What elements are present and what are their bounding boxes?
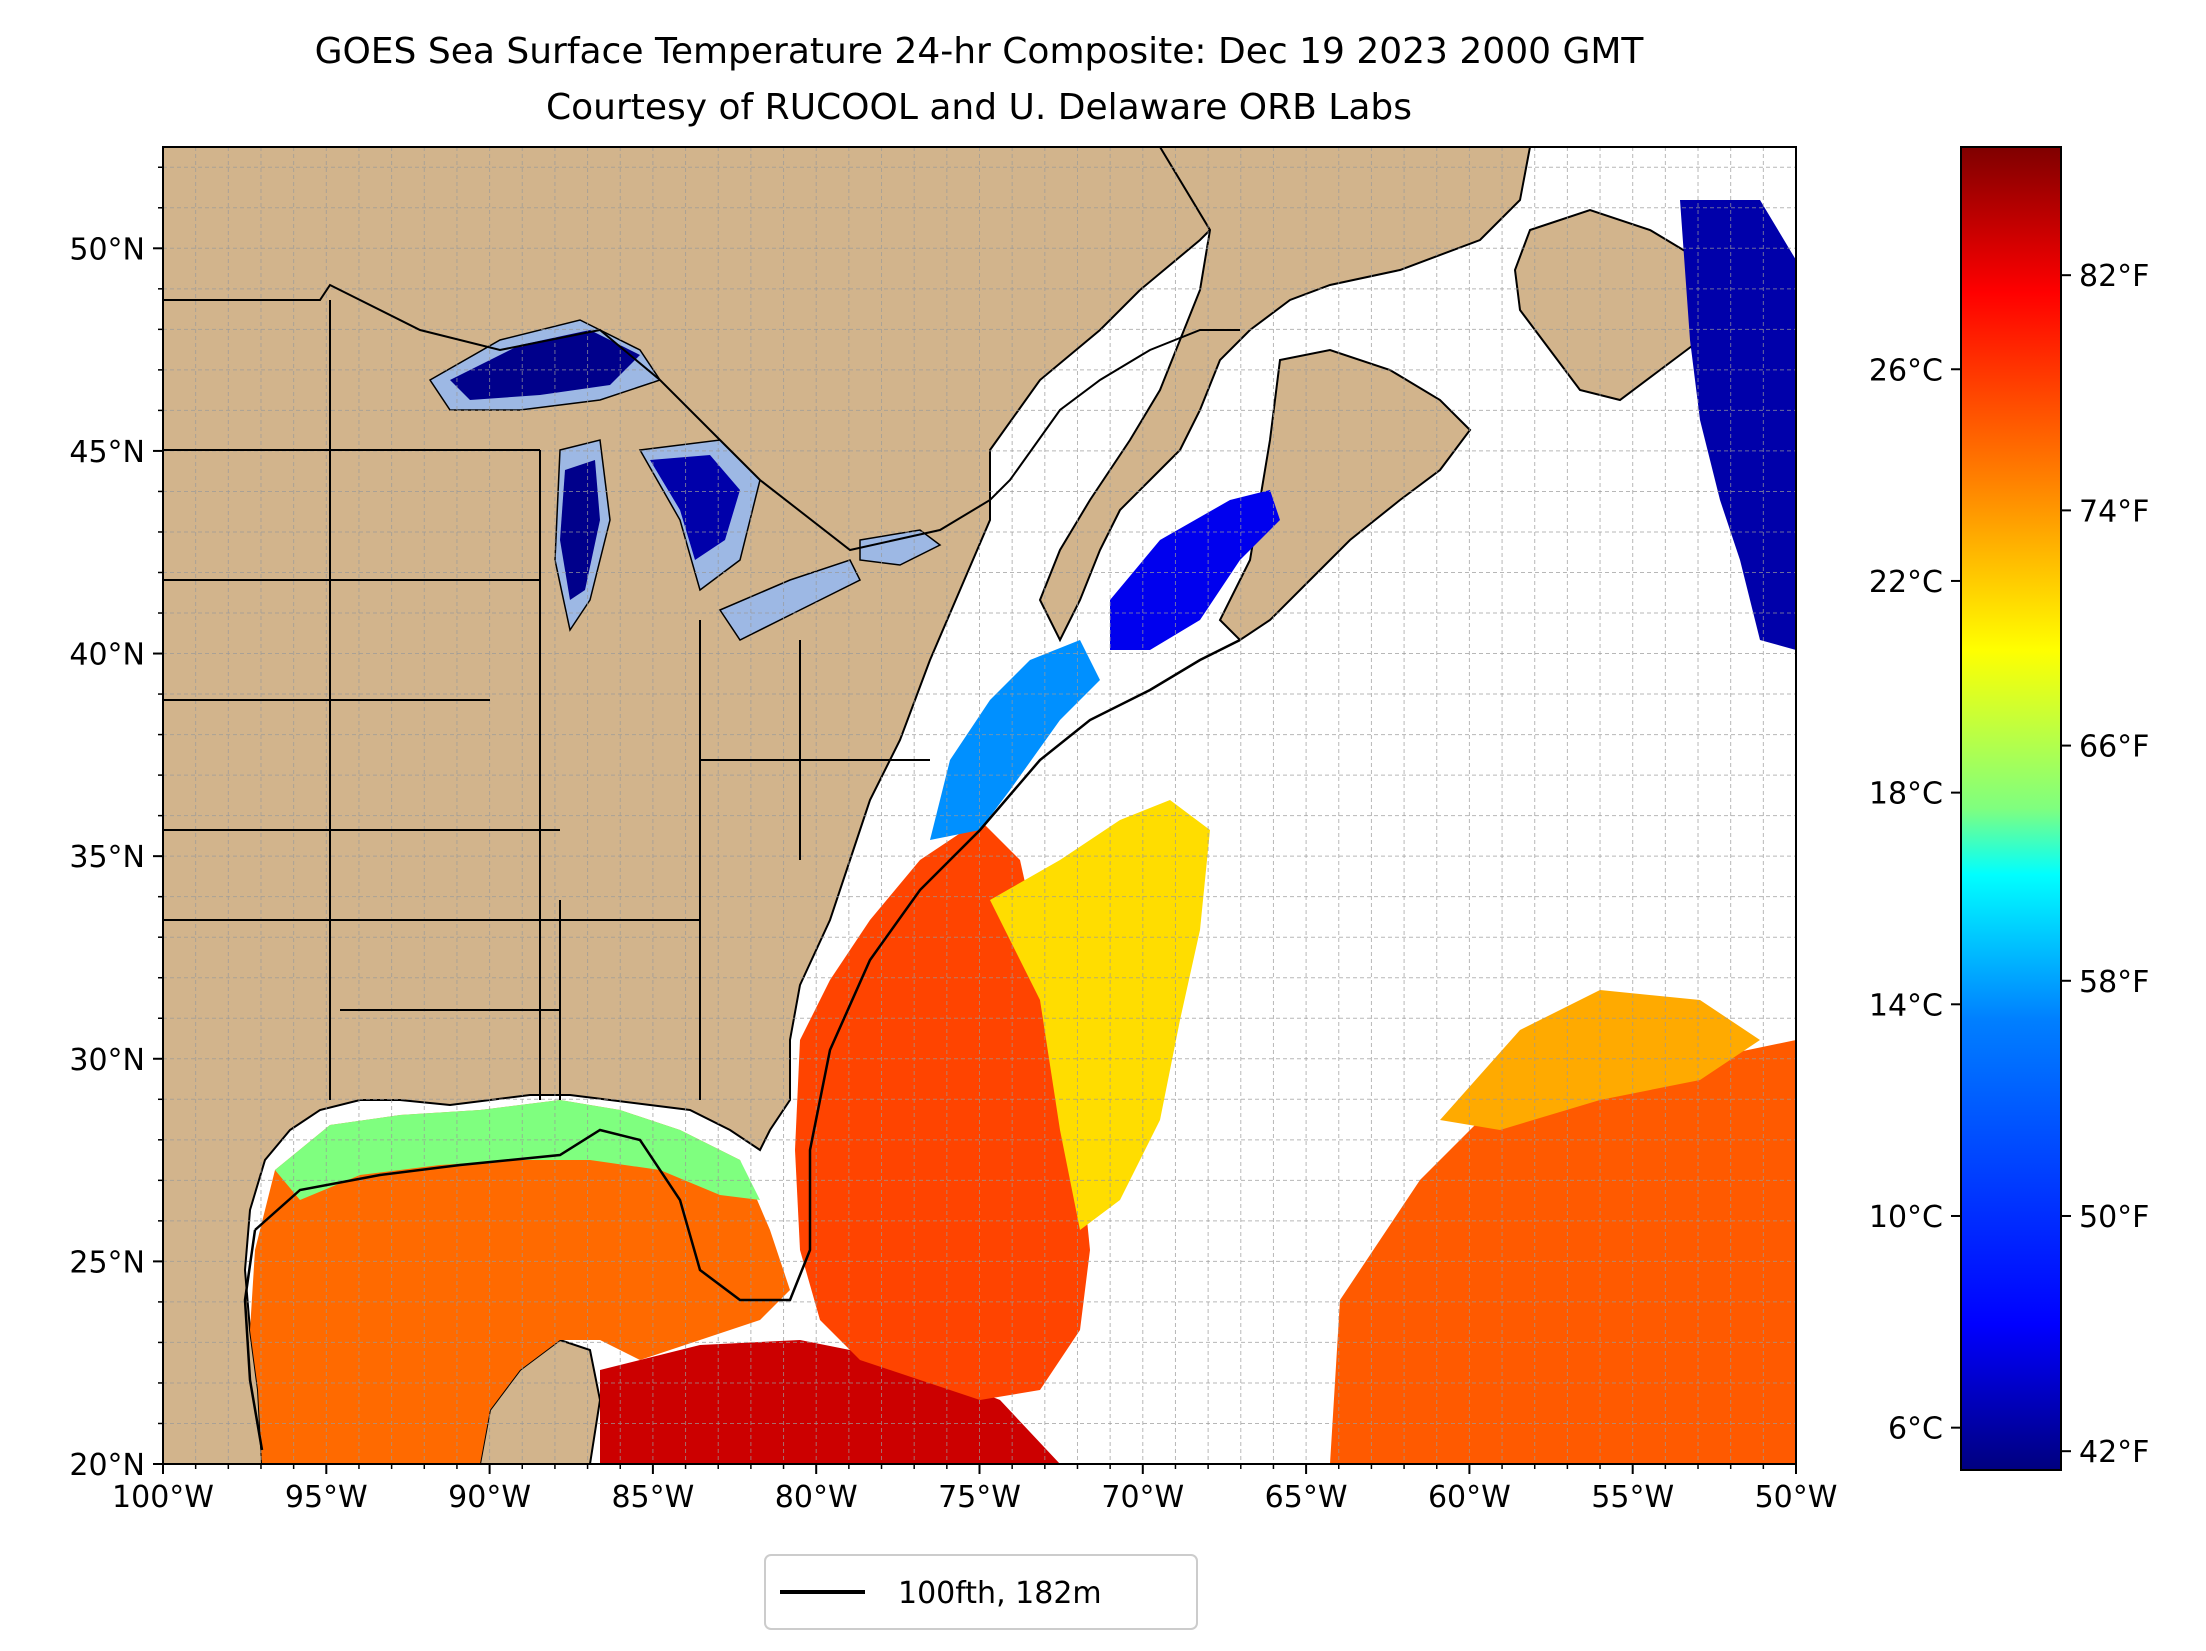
political-borders — [163, 283, 1240, 1100]
colorbar-celsius-label: 18°C — [1869, 777, 1943, 812]
sst-data-layer — [250, 200, 1796, 1464]
land-yucatan — [478, 1338, 602, 1464]
lon-tick-label: 95°W — [285, 1480, 368, 1515]
lon-tick-label: 65°W — [1265, 1480, 1348, 1515]
colorbar-celsius-label: 14°C — [1869, 988, 1943, 1023]
colorbar-gradient — [1960, 146, 2062, 1471]
lat-tick-label: 25°N — [69, 1245, 145, 1280]
sst-slope-sea — [930, 640, 1100, 840]
lat-tick-label: 35°N — [69, 840, 145, 875]
sst-gulf-of-mexico — [250, 1100, 790, 1464]
sst-labrador-sea — [1680, 200, 1796, 650]
colorbar-fahrenheit-ticks: 42°F 50°F 58°F 66°F 74°F 82°F — [2061, 259, 2149, 1470]
legend: 100fth, 182m — [764, 1554, 1198, 1630]
sst-gulf-coastal-band — [275, 1100, 760, 1200]
colorbar-celsius-label: 10°C — [1869, 1200, 1943, 1235]
lat-tick-label: 50°N — [69, 232, 145, 267]
lat-tick-label: 45°N — [69, 435, 145, 470]
lat-tick-label: 40°N — [69, 638, 145, 673]
sst-gulf-of-maine — [1110, 490, 1280, 650]
lon-tick-label: 80°W — [775, 1480, 858, 1515]
land-labrador-quebec — [1038, 147, 1532, 643]
lat-tick-label: 20°N — [69, 1448, 145, 1483]
lake-erie — [718, 559, 862, 641]
colorbar-fahrenheit-label: 42°F — [2079, 1435, 2149, 1470]
colorbar-fahrenheit-label: 74°F — [2079, 494, 2149, 529]
lon-tick-label: 55°W — [1591, 1480, 1674, 1515]
sst-lake-superior — [450, 330, 640, 400]
legend-box — [764, 1554, 1198, 1630]
sst-east-atlantic-warm — [1330, 1040, 1796, 1464]
colorbar-celsius-ticks: 6°C 10°C 14°C 18°C 22°C 26°C — [1869, 353, 1961, 1447]
border-canada-us — [163, 283, 1240, 552]
sst-lake-michigan — [560, 460, 600, 600]
longitude-ticks: 100°W 95°W 90°W 85°W 80°W 75°W 70°W 65°W 60°W 55°… — [112, 1464, 1837, 1515]
latitude-ticks: 20°N 25°N 30°N 35°N 40°N 45°N 50°N — [69, 166, 163, 1483]
colorbar: 6°C 10°C 14°C 18°C 22°C 26°C 42°F 50°F 58°F 66°F… — [1869, 146, 2149, 1471]
legend-label: 100fth, 182m — [898, 1576, 1102, 1611]
lake-ontario — [859, 529, 942, 566]
land-newfoundland — [1513, 208, 1722, 402]
border-states — [163, 300, 930, 1100]
lon-tick-label: 50°W — [1755, 1480, 1838, 1515]
lon-tick-label: 75°W — [938, 1480, 1021, 1515]
graticule-grid — [163, 147, 1796, 1464]
sst-lake-huron — [650, 455, 740, 560]
colorbar-celsius-label: 26°C — [1869, 353, 1943, 388]
lon-tick-label: 70°W — [1101, 1480, 1184, 1515]
lon-tick-label: 90°W — [448, 1480, 531, 1515]
colorbar-fahrenheit-label: 50°F — [2079, 1200, 2149, 1235]
lon-tick-label: 85°W — [611, 1480, 694, 1515]
chart-title-line1: GOES Sea Surface Temperature 24-hr Compo… — [315, 31, 1645, 72]
colorbar-celsius-label: 22°C — [1869, 565, 1943, 600]
colorbar-celsius-label: 6°C — [1888, 1412, 1943, 1447]
chart-title-line2: Courtesy of RUCOOL and U. Delaware ORB L… — [546, 87, 1412, 128]
colorbar-fahrenheit-label: 82°F — [2079, 259, 2149, 294]
lon-tick-label: 60°W — [1428, 1480, 1511, 1515]
map-panel: 100°W 95°W 90°W 85°W 80°W 75°W 70°W 65°W 60°W 55°… — [69, 146, 1837, 1515]
sst-caribbean — [600, 1340, 1060, 1464]
lon-tick-label: 100°W — [112, 1480, 214, 1515]
isobath-100fth — [243, 638, 1241, 1451]
sst-sargasso-yellow — [990, 800, 1210, 1230]
colorbar-fahrenheit-label: 58°F — [2079, 965, 2149, 1000]
lat-tick-label: 30°N — [69, 1043, 145, 1078]
colorbar-fahrenheit-label: 66°F — [2079, 730, 2149, 765]
